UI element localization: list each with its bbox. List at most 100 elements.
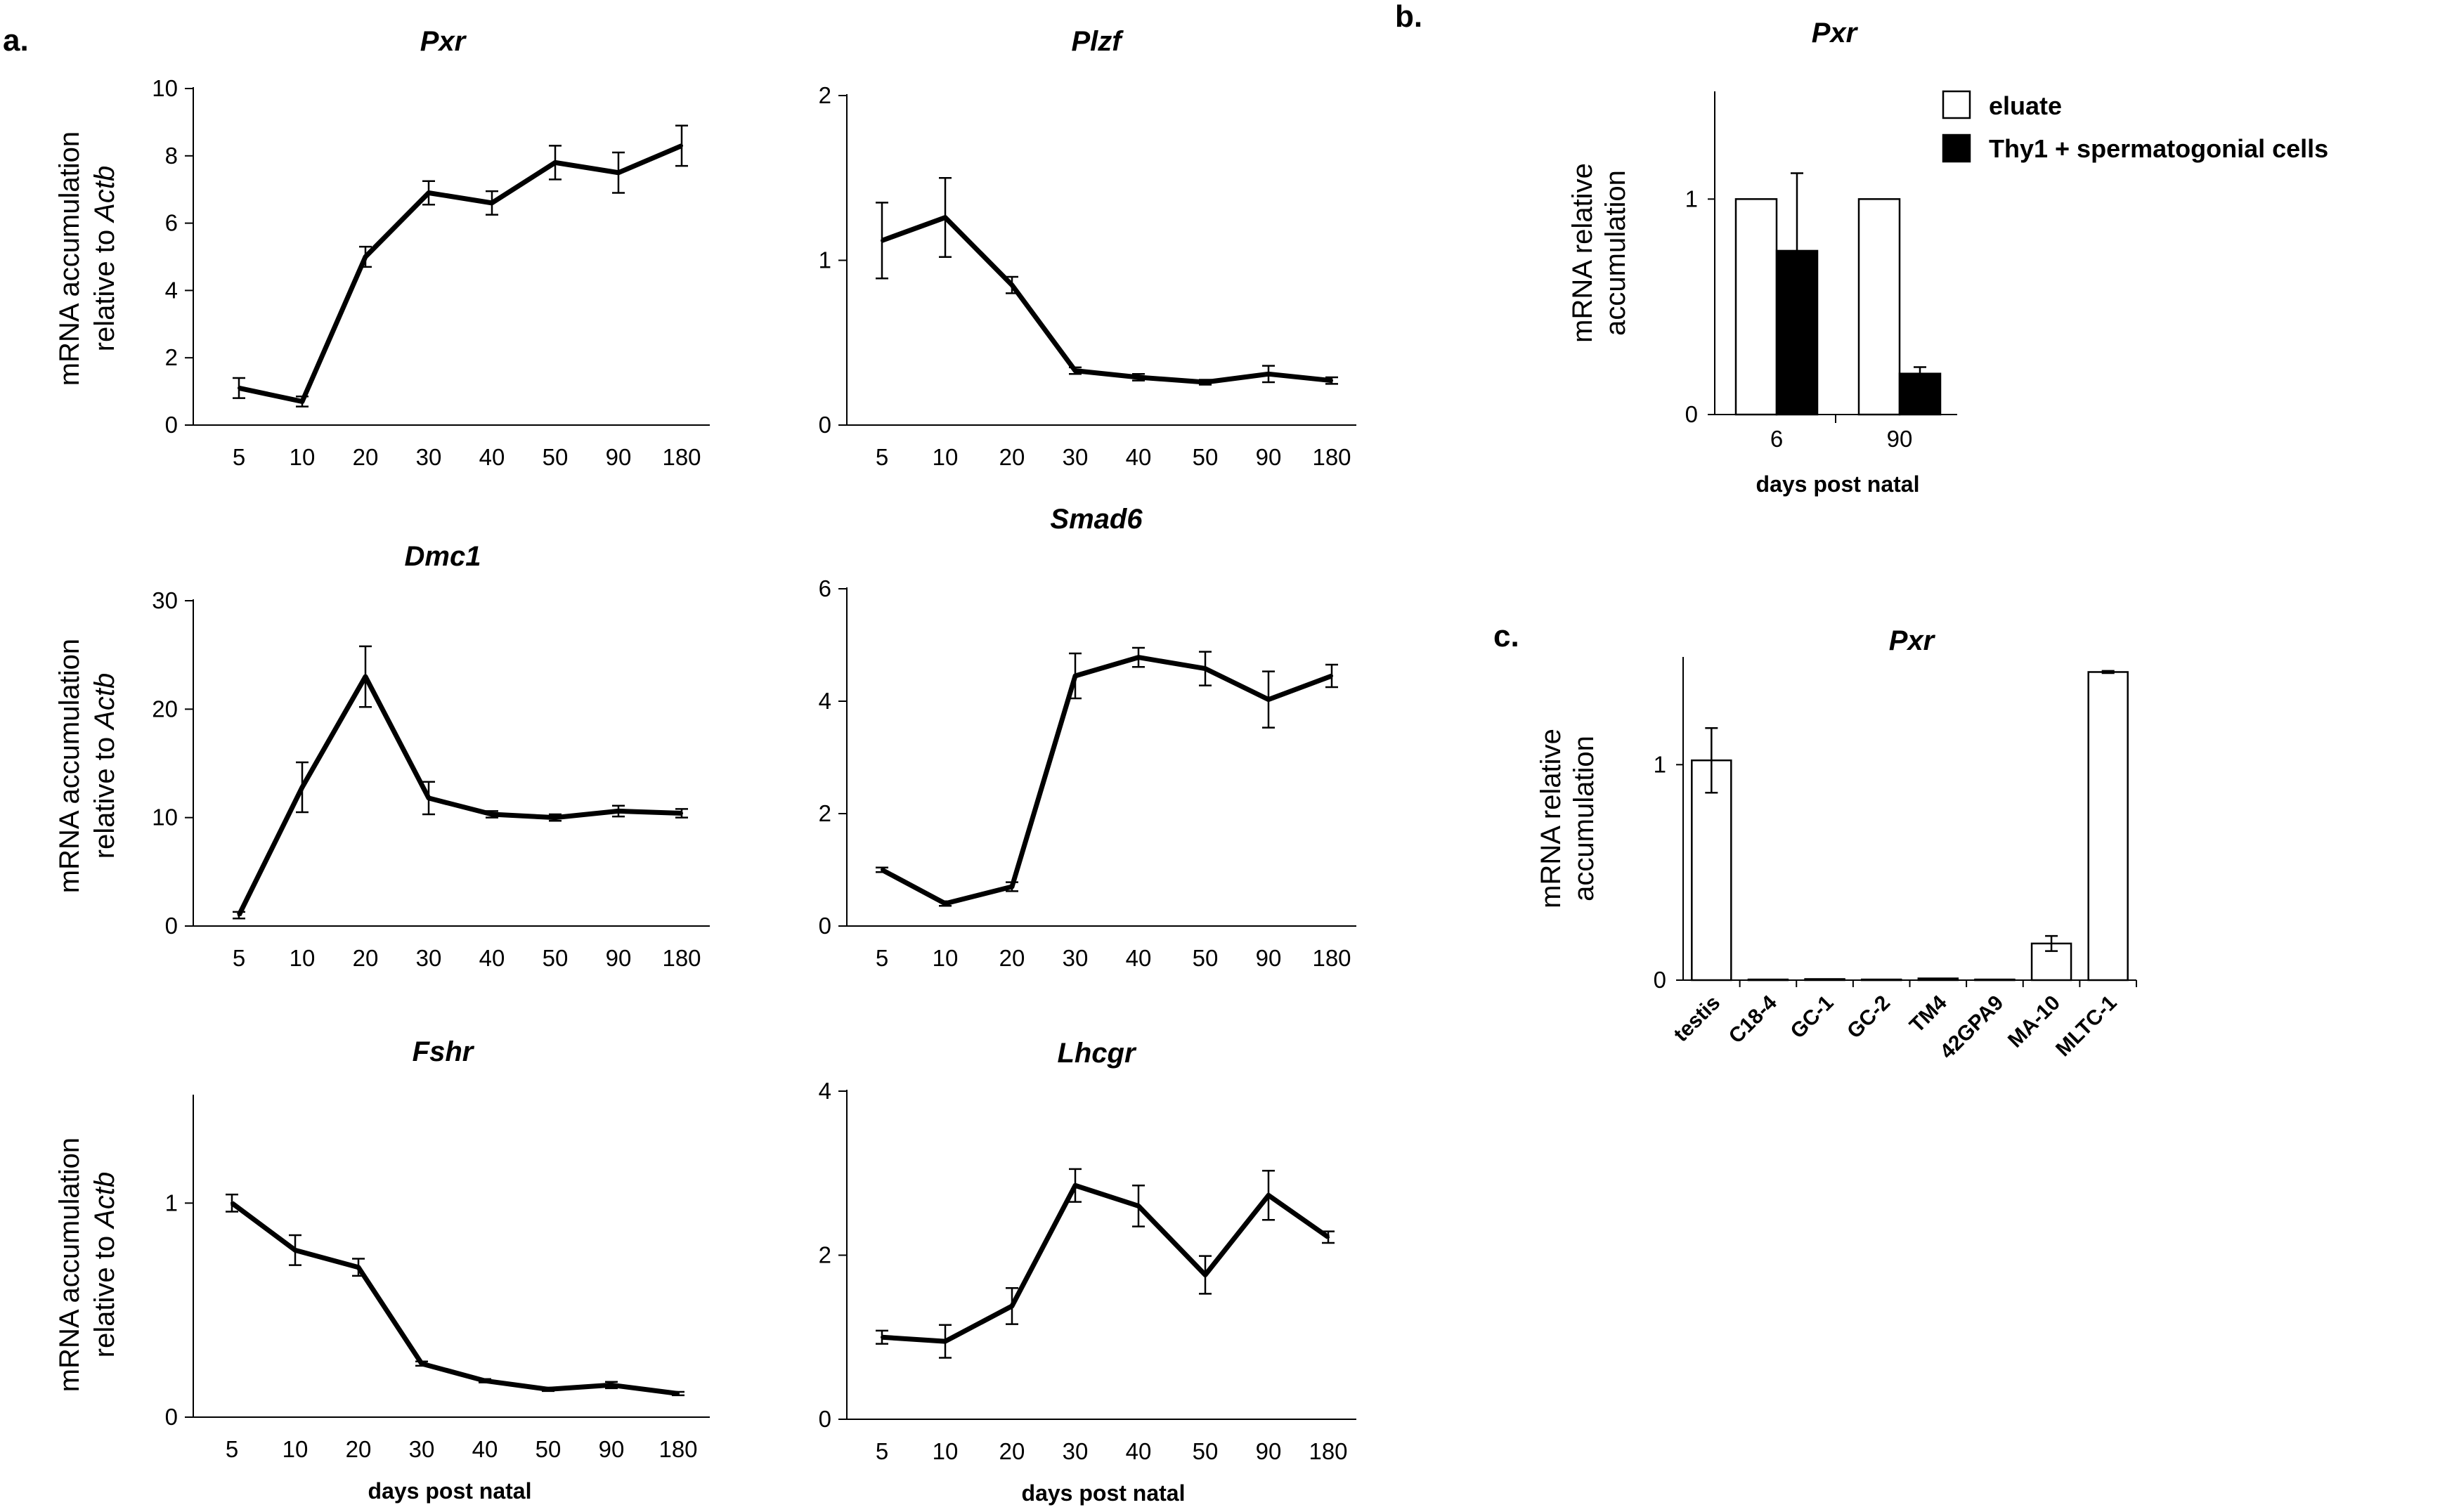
x-tick-label: 180 [1309, 1438, 1347, 1464]
x-tick-label: 40 [1126, 945, 1152, 971]
x-tick-label: 20 [999, 444, 1025, 470]
data-point [1267, 372, 1270, 376]
x-tick-label: MLTC-1 [2051, 991, 2122, 1062]
data-point [1204, 667, 1207, 670]
error-bar [612, 151, 625, 194]
x-tick-label: 180 [1312, 945, 1351, 971]
x-tick-label: testis [1670, 991, 1725, 1047]
error-bar [876, 866, 888, 873]
error-bar [939, 177, 952, 259]
y-tick-label: 6 [819, 575, 831, 601]
data-point [1011, 283, 1013, 287]
data-point [301, 786, 304, 789]
chart-pxr-b: Pxr 0 1 6 90 days post natal eluate Thy1 + sper… [1685, 18, 2329, 497]
chart-smad6: Smad6 0 2 4 6 5 10 20 30 40 50 90 180 [819, 504, 1356, 971]
error-bar [359, 645, 372, 708]
data-point [617, 809, 620, 813]
error-bar [1199, 651, 1212, 686]
data-point [1330, 379, 1333, 382]
data-point [677, 1392, 680, 1395]
data-point [357, 1265, 360, 1269]
y-tick-label: 2 [819, 1242, 831, 1268]
error-bar [1069, 366, 1082, 375]
data-point [881, 868, 883, 871]
x-tick-label: 30 [1063, 444, 1089, 470]
chart-title-pxr-b: Pxr [1812, 18, 1859, 48]
series-line-plzf [881, 215, 1332, 385]
y-tick-label: 0 [165, 412, 178, 438]
x-tick-label: 50 [1193, 444, 1219, 470]
chart-fshr: Fshr 0 1 5 10 20 30 40 50 90 180 days post natal [165, 1036, 710, 1504]
data-point [944, 1340, 947, 1343]
x-tick-label: 50 [536, 1436, 562, 1462]
y-tick-label: 0 [1654, 967, 1666, 993]
error-bar [1069, 652, 1082, 700]
x-tick-label: 90 [1887, 426, 1913, 452]
data-point [484, 1379, 486, 1383]
x-tick-label: 30 [416, 945, 442, 971]
error-bar [1199, 379, 1212, 386]
data-point [364, 675, 367, 679]
data-point [238, 913, 240, 917]
data-point [1204, 1273, 1207, 1277]
panel-label-b: b. [1395, 0, 1422, 34]
bar-42GPA9 [1974, 978, 2016, 982]
x-axis-label-fshr: days post natal [368, 1478, 532, 1504]
x-tick-label: 90 [599, 1436, 625, 1462]
x-tick-label: 30 [1063, 1438, 1089, 1464]
x-tick-label: 42GPA9 [1935, 991, 2008, 1064]
data-point [881, 239, 883, 242]
panel-label-c: c. [1493, 619, 1519, 653]
x-tick-label: 180 [658, 1436, 697, 1462]
x-tick-label: 40 [1126, 444, 1152, 470]
ylabel-b-line2: accumulation [1600, 170, 1631, 336]
data-point [1267, 698, 1270, 701]
x-tick-label: 10 [933, 1438, 959, 1464]
y-tick-label: 4 [819, 688, 831, 714]
error-bar [1006, 1286, 1018, 1325]
error-bar [1322, 1230, 1335, 1244]
series-line-pxr [238, 143, 683, 404]
data-point [617, 171, 620, 174]
data-point [610, 1383, 613, 1387]
data-point [1137, 1204, 1140, 1208]
chart-plzf: Plzf 0 1 2 5 10 20 30 40 50 90 180 [819, 26, 1356, 470]
error-bar [542, 1386, 554, 1393]
panel-label-a: a. [3, 23, 29, 58]
data-point [1327, 1235, 1330, 1239]
y-tick-label: 8 [165, 143, 178, 169]
x-tick-label: 50 [1193, 1438, 1219, 1464]
x-tick-label: GC-1 [1786, 991, 1838, 1043]
x-tick-label: 90 [1256, 945, 1282, 971]
error-bar [1132, 1185, 1145, 1227]
error-bar [359, 245, 372, 268]
x-tick-label: 10 [290, 444, 316, 470]
x-tick-label: 20 [353, 444, 379, 470]
x-tick-label: 10 [933, 444, 959, 470]
x-tick-label: 10 [933, 945, 959, 971]
error-bar [415, 1360, 428, 1367]
x-tick-label: 20 [999, 1438, 1025, 1464]
data-point [1204, 381, 1207, 384]
data-point [301, 400, 304, 403]
chart-title-plzf: Plzf [1071, 26, 1124, 57]
chart-title-pxr-c: Pxr [1889, 625, 1936, 656]
bar-eluate-90 [1857, 198, 1901, 416]
x-tick-label: 5 [876, 1438, 888, 1464]
data-point [420, 1362, 423, 1365]
y-tick-label: 30 [152, 587, 178, 613]
x-tick-label: TM4 [1905, 991, 1952, 1037]
chart-dmc1: Dmc1 0 10 20 30 5 10 20 30 40 50 90 180 [152, 541, 710, 971]
x-axis-label-lhcgr: days post natal [1022, 1480, 1186, 1506]
data-point [1074, 1184, 1077, 1187]
error-bar [1262, 1169, 1275, 1221]
chart-title-dmc1: Dmc1 [405, 541, 481, 572]
data-point [944, 902, 947, 905]
legend-swatch-thy1 [1942, 133, 1971, 163]
x-tick-label: 30 [1063, 945, 1089, 971]
error-bar [226, 1193, 238, 1213]
error-bar [1132, 646, 1145, 668]
error-bar [1132, 373, 1145, 382]
data-point [554, 816, 557, 819]
